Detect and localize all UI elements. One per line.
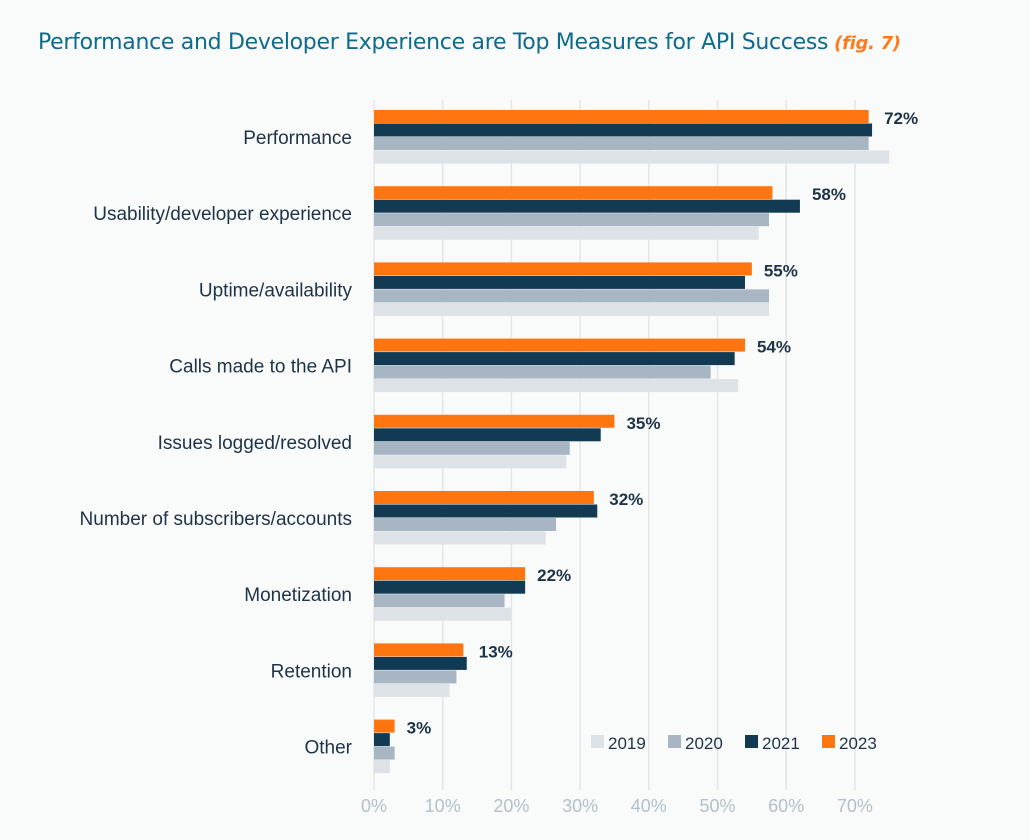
data-label: 72%: [884, 109, 918, 128]
bar-2021: [374, 352, 735, 366]
bar-2021: [374, 580, 526, 594]
chart-title: Performance and Developer Experience are…: [38, 30, 901, 55]
legend-swatch-2021: [745, 735, 758, 748]
bar-2020: [374, 746, 395, 760]
category-label: Usability/developer experience: [93, 204, 352, 225]
bar-2020: [374, 441, 570, 455]
bar-2021: [374, 733, 390, 747]
category-label: Number of subscribers/accounts: [80, 509, 352, 530]
legend-label: 2021: [762, 734, 800, 753]
title-text: Performance and Developer Experience are…: [38, 30, 829, 55]
bar-2021: [374, 199, 800, 213]
bar-2020: [374, 213, 770, 227]
data-label: 54%: [757, 338, 791, 357]
legend-label: 2020: [685, 734, 723, 753]
bar-2019: [374, 150, 890, 164]
bar-2019: [374, 760, 390, 774]
bar-2019: [374, 302, 770, 316]
bar-2023: [374, 338, 745, 352]
x-tick-label: 30%: [562, 796, 598, 816]
data-label: 58%: [812, 185, 846, 204]
data-label: 13%: [479, 642, 513, 661]
bar-2021: [374, 275, 745, 289]
bar-2019: [374, 455, 567, 469]
bar-2020: [374, 518, 557, 531]
bar-2019: [374, 226, 759, 240]
legend-label: 2019: [608, 734, 646, 753]
category-label: Issues logged/resolved: [158, 433, 352, 454]
bar-2021: [374, 504, 598, 518]
x-tick-label: 70%: [837, 796, 873, 816]
x-tick-label: 60%: [768, 796, 804, 816]
category-label: Retention: [271, 661, 352, 682]
legend-swatch-2023: [822, 735, 835, 748]
bar-2023: [374, 110, 869, 123]
bar-2021: [374, 656, 467, 670]
category-label: Other: [304, 738, 352, 759]
x-tick-label: 50%: [699, 796, 735, 816]
bar-2020: [374, 594, 505, 608]
bar-2023: [374, 491, 594, 504]
data-label: 35%: [626, 414, 660, 433]
bar-2023: [374, 719, 395, 733]
bar-2019: [374, 683, 450, 697]
bar-2019: [374, 607, 512, 621]
bar-2023: [374, 567, 526, 581]
category-label: Uptime/availability: [199, 280, 353, 301]
bar-2019: [374, 379, 739, 393]
bar-2020: [374, 365, 711, 379]
bar-2020: [374, 289, 770, 303]
bar-2020: [374, 137, 869, 150]
bar-2021: [374, 123, 873, 137]
category-label: Monetization: [244, 585, 352, 606]
bar-2020: [374, 670, 457, 684]
bar-2023: [374, 643, 464, 657]
data-label: 32%: [609, 490, 643, 509]
data-label: 3%: [407, 719, 432, 738]
x-tick-label: 20%: [493, 796, 529, 816]
category-label: Performance: [243, 128, 352, 149]
legend-label: 2023: [839, 734, 877, 753]
bar-2023: [374, 414, 615, 428]
data-label: 55%: [764, 261, 798, 280]
category-label: Calls made to the API: [169, 357, 352, 378]
legend-swatch-2020: [668, 735, 681, 748]
x-tick-label: 10%: [425, 796, 461, 816]
legend-swatch-2019: [591, 735, 604, 748]
figure-label: (fig. 7): [834, 33, 901, 54]
data-label: 22%: [537, 566, 571, 585]
bar-2019: [374, 531, 546, 545]
bar-2021: [374, 428, 601, 442]
bar-2023: [374, 262, 752, 276]
bar-2023: [374, 186, 773, 200]
x-tick-label: 40%: [631, 796, 667, 816]
x-tick-label: 0%: [361, 796, 387, 816]
